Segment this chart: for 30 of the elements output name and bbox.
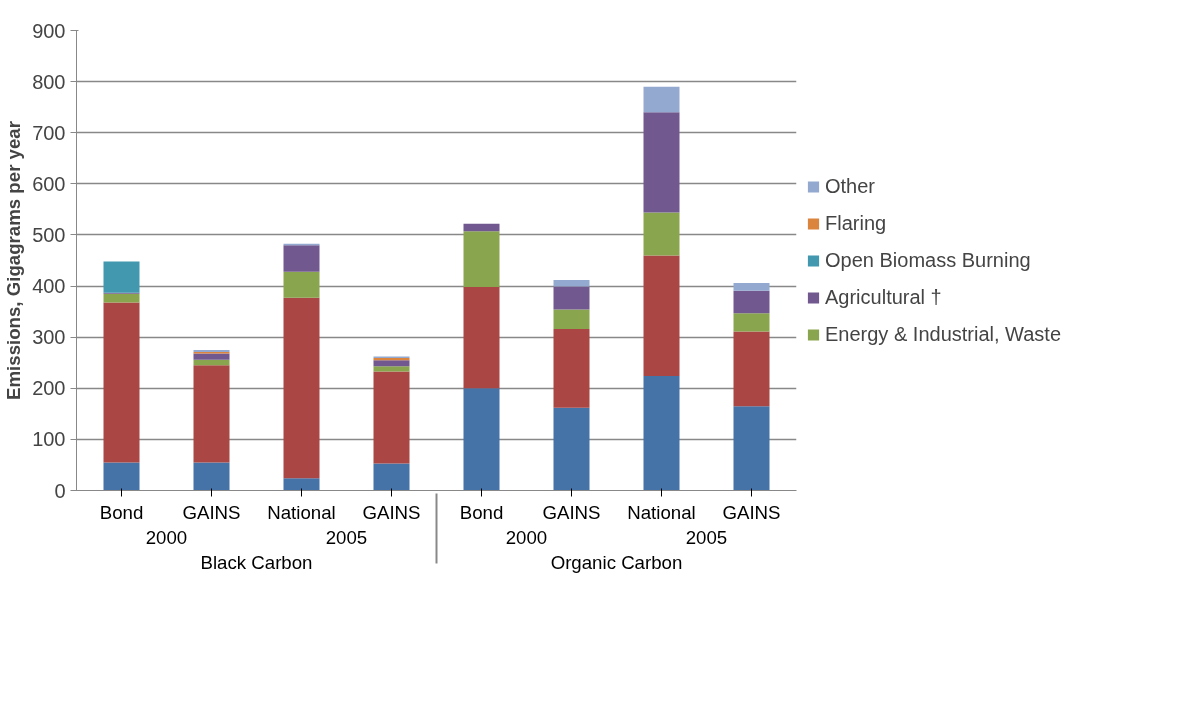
y-tick-label: 500 <box>32 223 66 246</box>
y-tick-label: 400 <box>32 275 66 298</box>
x-tick-label: Bond <box>459 501 504 523</box>
text: Black Carbon <box>200 551 313 573</box>
legend-label: Open Biomass Burning <box>825 248 1031 272</box>
legend-label: Agricultural † <box>825 285 942 309</box>
y-tick-label: 0 <box>54 479 66 502</box>
legend-label: Energy & Industrial, Waste <box>825 322 1062 346</box>
y-tick-label: 600 <box>32 172 66 195</box>
legend-label: Flaring <box>825 211 887 235</box>
text: 2005 <box>325 526 368 548</box>
y-tick-label: 200 <box>32 377 66 400</box>
x-tick-label: National <box>627 501 696 523</box>
y-tick-label: 300 <box>32 326 66 349</box>
y-tick-label: 900 <box>32 19 66 42</box>
text: Organic Carbon <box>550 551 683 573</box>
text: 2000 <box>505 526 548 548</box>
x-tick-label: National <box>267 501 336 523</box>
x-tick-label: GAINS <box>722 501 781 523</box>
x-tick-label: Bond <box>99 501 144 523</box>
y-axis-title: Emissions, Gigagrams per year <box>3 121 25 400</box>
x-tick-label: GAINS <box>362 501 421 523</box>
x-tick-label: GAINS <box>542 501 601 523</box>
y-tick-label: 700 <box>32 121 66 144</box>
text: 2005 <box>685 526 728 548</box>
legend-label: Other <box>825 174 876 198</box>
text: 2000 <box>145 526 188 548</box>
y-tick-label: 800 <box>32 70 66 93</box>
y-tick-label: 100 <box>32 428 66 451</box>
x-tick-label: GAINS <box>182 501 241 523</box>
